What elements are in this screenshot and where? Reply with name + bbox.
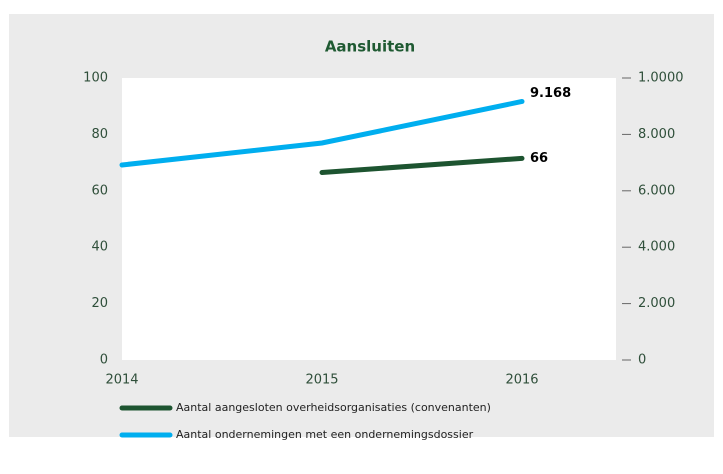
chart-title: Aansluiten xyxy=(325,38,415,56)
y2-tick-label: 2.000 xyxy=(638,296,675,311)
data-label: 9.168 xyxy=(530,86,571,101)
y2-tick-label: 8.000 xyxy=(638,127,675,142)
y-tick-label: 40 xyxy=(91,240,108,255)
legend-label: Aantal aangesloten overheidsorganisaties… xyxy=(176,401,491,414)
plot-area xyxy=(122,78,616,360)
annotation: 66 xyxy=(530,151,548,166)
line-series xyxy=(319,155,525,175)
y-tick-label: 0 xyxy=(100,353,108,368)
y2-tick-label: 1.0000 xyxy=(638,71,684,86)
y-tick-label: 80 xyxy=(91,127,108,142)
y2-tick-label: 0 xyxy=(638,353,646,368)
legend-label: Aantal ondernemingen met een onderneming… xyxy=(176,428,474,441)
x-tick-label: 2016 xyxy=(505,373,538,388)
line-series xyxy=(119,98,525,168)
y-tick-label: 20 xyxy=(91,296,108,311)
y-tick-label: 60 xyxy=(91,183,108,198)
x-tick-label: 2015 xyxy=(305,373,338,388)
y-tick-label: 100 xyxy=(83,71,108,86)
x-tick-label: 2014 xyxy=(105,373,138,388)
y2-tick-label: 6.000 xyxy=(638,183,675,198)
y2-tick-label: 4.000 xyxy=(638,240,675,255)
